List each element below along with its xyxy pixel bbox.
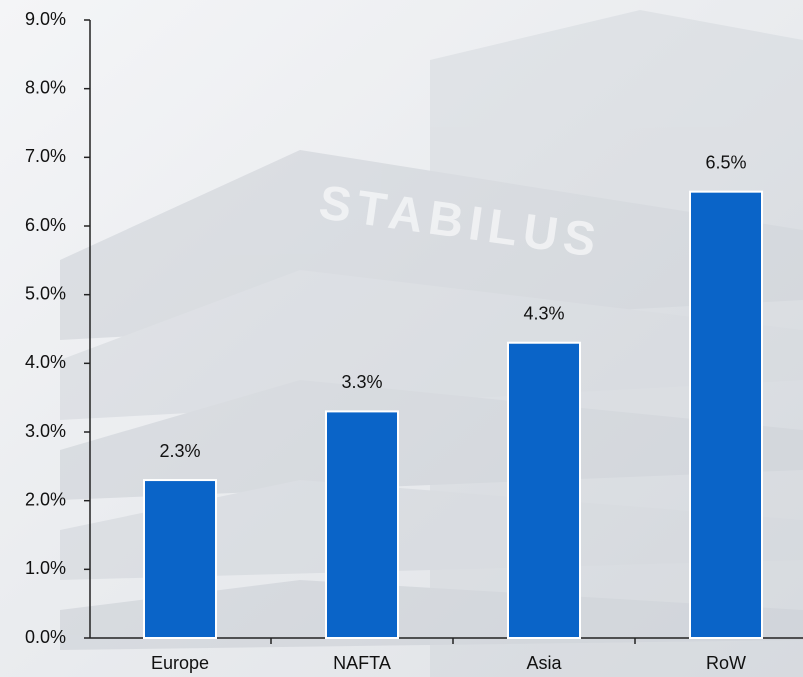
y-tick-label: 3.0%: [25, 421, 66, 441]
x-tick-label: Europe: [151, 653, 209, 673]
y-tick-label: 0.0%: [25, 627, 66, 647]
bar: [690, 192, 762, 638]
y-tick-label: 2.0%: [25, 489, 66, 509]
x-tick-label: RoW: [706, 653, 746, 673]
bar: [326, 411, 398, 638]
y-tick-label: 7.0%: [25, 146, 66, 166]
bar: [508, 343, 580, 638]
data-label: 2.3%: [159, 441, 200, 461]
bar: [144, 480, 216, 638]
y-tick-label: 4.0%: [25, 352, 66, 372]
x-tick-label: NAFTA: [333, 653, 391, 673]
y-tick-label: 1.0%: [25, 558, 66, 578]
x-tick-label: Asia: [526, 653, 562, 673]
y-tick-label: 8.0%: [25, 77, 66, 97]
y-tick-label: 5.0%: [25, 283, 66, 303]
y-tick-label: 9.0%: [25, 9, 66, 29]
y-tick-label: 6.0%: [25, 215, 66, 235]
data-label: 3.3%: [341, 372, 382, 392]
data-label: 4.3%: [523, 303, 564, 323]
data-label: 6.5%: [705, 152, 746, 172]
chart: STABILUS 0.0%1.0%2.0%3.0%4.0%5.0%6.0%7.0…: [0, 0, 803, 677]
